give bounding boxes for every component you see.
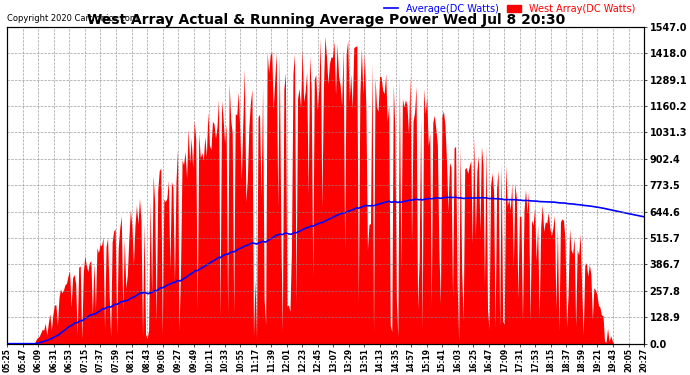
Title: West Array Actual & Running Average Power Wed Jul 8 20:30: West Array Actual & Running Average Powe… (86, 13, 565, 27)
Legend: Average(DC Watts), West Array(DC Watts): Average(DC Watts), West Array(DC Watts) (380, 0, 639, 18)
Text: Copyright 2020 Cartronics.com: Copyright 2020 Cartronics.com (8, 14, 138, 23)
